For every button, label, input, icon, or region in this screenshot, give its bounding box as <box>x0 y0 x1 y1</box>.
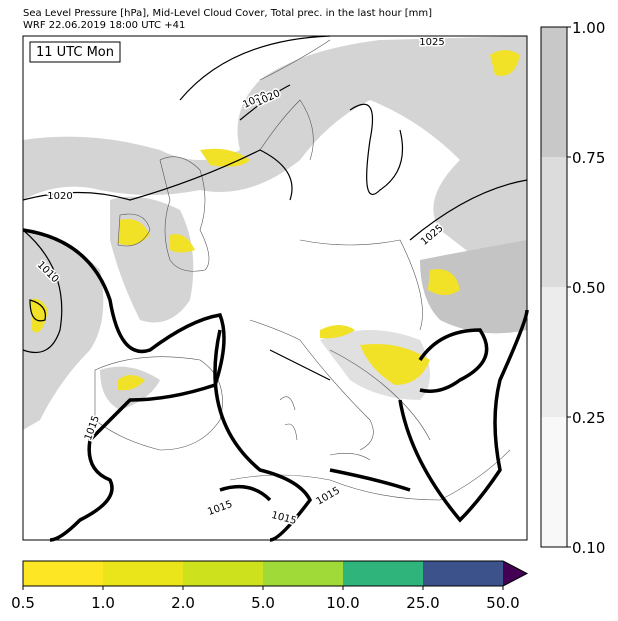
isobar-1015 <box>22 228 529 542</box>
precip-band <box>103 561 184 586</box>
title-line-1: Sea Level Pressure [hPa], Mid-Level Clou… <box>23 8 432 19</box>
precip-band <box>343 561 424 586</box>
precip-band <box>23 561 104 586</box>
title-line-2: WRF 22.06.2019 18:00 UTC +41 <box>23 20 185 31</box>
cloud-tick-label: 1.00 <box>572 19 605 37</box>
precip-tick-label: 25.0 <box>406 594 439 612</box>
precip-extension <box>503 561 527 586</box>
cloud-band <box>541 417 567 547</box>
contour-label: 1025 <box>419 37 444 48</box>
contour-label: 1020 <box>47 191 72 202</box>
precip-tick-label: 50.0 <box>486 594 519 612</box>
cloud-tick-label: 0.50 <box>572 279 605 297</box>
cloud-band <box>541 27 567 157</box>
precip-colorbar: 0.5 1.0 2.0 5.0 10.0 25.0 50.0 <box>11 560 529 612</box>
precip-colorbar-frame <box>22 560 529 587</box>
precip-tick-label: 1.0 <box>91 594 115 612</box>
precip-tick-label: 2.0 <box>171 594 195 612</box>
precip-tick-label: 10.0 <box>326 594 359 612</box>
cloud-colorbar: 0.10 0.25 0.50 0.75 1.00 <box>540 19 605 557</box>
map-frame <box>22 35 528 541</box>
precip-band <box>183 561 264 586</box>
cloud-tick-label: 0.10 <box>572 539 605 557</box>
precip-band <box>423 561 504 586</box>
cloud-tick-label: 0.25 <box>572 409 605 427</box>
cloud-tick-label: 0.75 <box>572 149 605 167</box>
precipitation <box>30 50 520 391</box>
precip-band <box>263 561 344 586</box>
isobars <box>22 35 528 381</box>
time-label: 11 UTC Mon <box>36 45 114 60</box>
cloud-band <box>541 157 567 287</box>
precip-tick-label: 5.0 <box>251 594 275 612</box>
cloud-band <box>541 287 567 417</box>
time-label-box <box>29 41 121 63</box>
precip-tick-label: 0.5 <box>11 594 35 612</box>
map: 11 UTC Mon 10201025102010251010102010151… <box>22 35 529 542</box>
